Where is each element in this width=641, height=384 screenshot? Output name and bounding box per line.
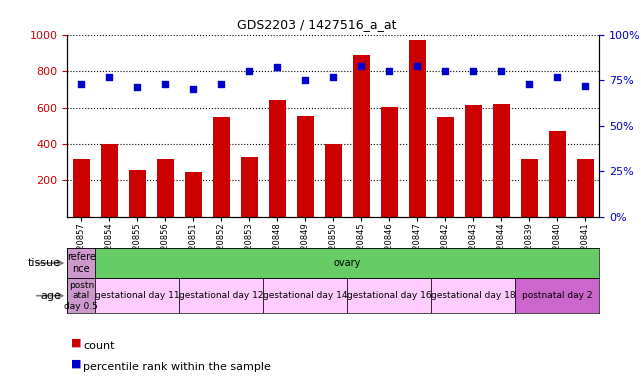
Bar	[577, 159, 594, 217]
Text: ■: ■	[71, 338, 85, 348]
Point	[104, 73, 115, 79]
Point	[160, 81, 171, 87]
Bar	[67, 248, 96, 278]
Point	[496, 68, 506, 74]
Text: GDS2203 / 1427516_a_at: GDS2203 / 1427516_a_at	[237, 18, 397, 31]
Bar	[263, 278, 347, 313]
Bar	[521, 159, 538, 217]
Bar	[129, 170, 146, 217]
Point	[468, 68, 478, 74]
Point	[356, 63, 367, 69]
Bar	[96, 278, 179, 313]
Text: gestational day 16: gestational day 16	[347, 291, 431, 300]
Text: gestational day 18: gestational day 18	[431, 291, 515, 300]
Point	[328, 73, 338, 79]
Bar	[213, 117, 229, 217]
Bar	[241, 157, 258, 217]
Point	[524, 81, 535, 87]
Point	[412, 63, 422, 69]
Bar	[297, 116, 313, 217]
Text: count: count	[83, 341, 115, 351]
Text: percentile rank within the sample: percentile rank within the sample	[83, 362, 271, 372]
Point	[552, 73, 562, 79]
Bar	[73, 159, 90, 217]
Bar	[409, 40, 426, 217]
Bar	[185, 172, 202, 217]
Text: postn
atal
day 0.5: postn atal day 0.5	[64, 281, 98, 311]
Text: gestational day 12: gestational day 12	[179, 291, 263, 300]
Text: ■: ■	[71, 359, 85, 369]
Bar	[353, 55, 370, 217]
Point	[244, 68, 254, 74]
Point	[188, 86, 199, 93]
Bar	[549, 131, 566, 217]
Point	[272, 65, 283, 71]
Point	[300, 77, 310, 83]
Bar	[347, 278, 431, 313]
Bar	[381, 107, 397, 217]
Bar	[67, 278, 96, 313]
Bar	[269, 100, 286, 217]
Point	[440, 68, 451, 74]
Text: tissue: tissue	[28, 258, 61, 268]
Bar	[325, 144, 342, 217]
Bar	[493, 104, 510, 217]
Point	[76, 81, 87, 87]
Bar	[465, 105, 482, 217]
Text: gestational day 11: gestational day 11	[95, 291, 179, 300]
Text: ovary: ovary	[333, 258, 361, 268]
Bar	[437, 117, 454, 217]
Text: gestational day 14: gestational day 14	[263, 291, 347, 300]
Point	[580, 83, 590, 89]
Text: postnatal day 2: postnatal day 2	[522, 291, 592, 300]
Text: refere
nce: refere nce	[67, 252, 96, 274]
Point	[132, 84, 142, 91]
Bar	[431, 278, 515, 313]
Bar	[157, 159, 174, 217]
Point	[384, 68, 394, 74]
Text: age: age	[40, 291, 61, 301]
Bar	[179, 278, 263, 313]
Bar	[101, 144, 118, 217]
Bar	[515, 278, 599, 313]
Point	[216, 81, 226, 87]
